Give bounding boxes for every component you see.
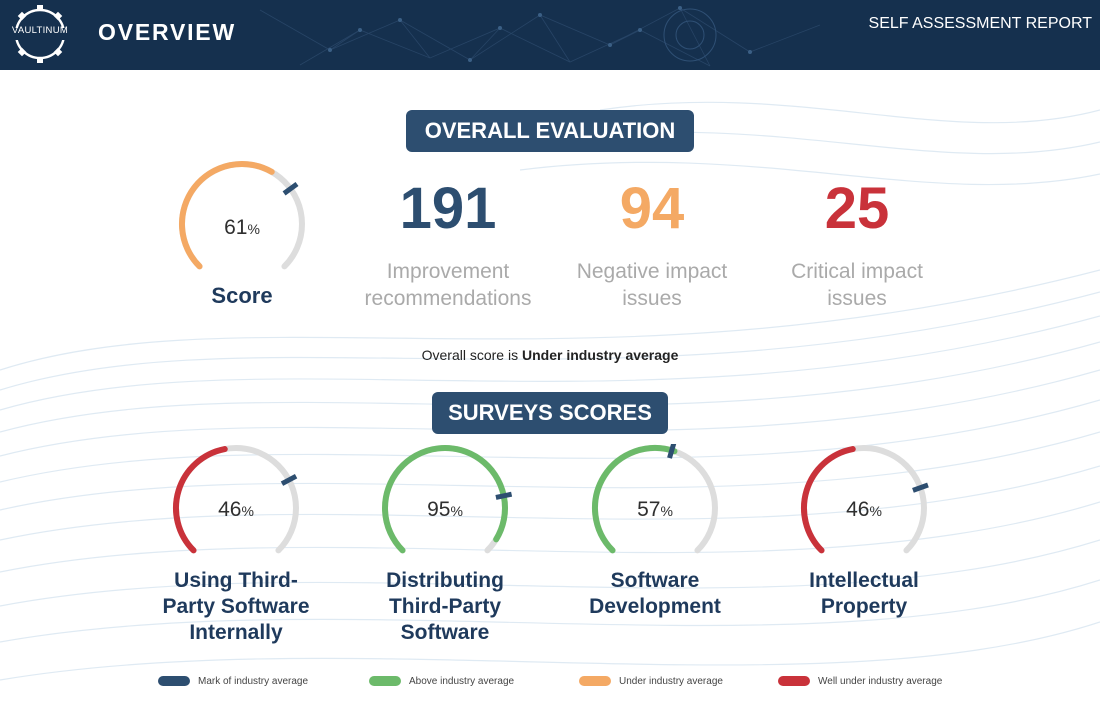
survey-title-line: Distributing	[386, 569, 504, 592]
legend-swatch	[369, 676, 401, 686]
stat-label: Negative impact issues	[547, 258, 757, 312]
score-value: 61%	[182, 216, 302, 240]
legend-swatch	[158, 676, 190, 686]
stat-label-line: Critical impact	[791, 260, 923, 283]
industry-average-marker	[912, 482, 929, 493]
gauge-fill	[173, 446, 228, 554]
industry-average-marker	[280, 473, 298, 486]
stat-improvement-recommendations: 191 Improvement recommendations	[343, 178, 553, 312]
score-gauge	[170, 160, 314, 276]
legend-item-above-average: Above industry average	[369, 674, 514, 688]
survey-title-line: Internally	[189, 621, 283, 644]
stat-label-line: Negative impact	[576, 260, 728, 283]
stat-label-line: issues	[827, 287, 887, 310]
survey-title-line: Software	[610, 569, 700, 592]
score-label: Score	[211, 283, 273, 308]
survey-unit: %	[450, 503, 463, 519]
legend-item-industry-average-mark: Mark of industry average	[158, 674, 308, 688]
survey-gauge-distributing-third-party	[373, 444, 517, 560]
overall-evaluation-heading: OVERALL EVALUATION	[406, 110, 694, 152]
gauge-fill	[179, 160, 275, 270]
survey-value: 57%	[595, 498, 715, 522]
survey-title-line: Third-Party	[388, 595, 501, 618]
industry-average-marker	[667, 442, 677, 459]
industry-average-marker	[282, 182, 299, 196]
summary-status: Under industry average	[521, 347, 679, 363]
stat-label: Critical impact issues	[752, 258, 962, 312]
stat-label: Improvement recommendations	[343, 258, 553, 312]
survey-number: 95	[427, 498, 451, 521]
survey-number: 46	[218, 498, 242, 521]
survey-number: 46	[846, 498, 870, 521]
survey-number: 57	[637, 498, 661, 521]
survey-title-intellectual-property: Intellectual Property	[764, 568, 964, 620]
survey-title-line: Intellectual	[809, 569, 919, 592]
gauge-fill	[801, 446, 856, 554]
survey-title-line: Development	[589, 595, 721, 618]
stat-number: 191	[399, 176, 497, 241]
stat-negative-impact-issues: 94 Negative impact issues	[547, 178, 757, 312]
survey-unit: %	[241, 503, 254, 519]
survey-title-line: Party Software	[162, 595, 310, 618]
vaultinum-logo-icon	[7, 5, 73, 63]
legend-swatch	[579, 676, 611, 686]
score-number: 61	[224, 216, 248, 239]
stat-critical-impact-issues: 25 Critical impact issues	[752, 178, 962, 312]
survey-unit: %	[869, 503, 882, 519]
surveys-scores-heading: SURVEYS SCORES	[432, 392, 668, 434]
survey-title-software-development: Software Development	[555, 568, 755, 620]
industry-average-marker	[495, 491, 513, 500]
report-label: SELF ASSESSMENT REPORT	[868, 15, 1092, 32]
survey-title-line: Software	[400, 621, 490, 644]
survey-title-line: Using Third-	[174, 569, 298, 592]
overall-summary: Overall score is Under industry average	[0, 347, 1100, 363]
survey-value: 46%	[804, 498, 924, 522]
survey-gauge-software-development	[583, 442, 727, 560]
survey-value: 46%	[176, 498, 296, 522]
legend-label: Above industry average	[409, 675, 515, 687]
stat-label-line: recommendations	[364, 287, 532, 310]
stat-label-line: issues	[622, 287, 682, 310]
score-unit: %	[247, 221, 260, 237]
survey-gauge-third-party-internal	[164, 444, 308, 560]
survey-gauge-intellectual-property	[792, 444, 936, 560]
stat-number: 25	[824, 176, 890, 241]
page-title: OVERVIEW	[98, 19, 236, 45]
gauge-fill	[592, 444, 678, 554]
legend-label: Mark of industry average	[198, 675, 309, 687]
survey-title-third-party-internal: Using Third- Party Software Internally	[136, 568, 336, 646]
stat-label-line: Improvement	[386, 260, 510, 283]
survey-title-line: Property	[820, 595, 908, 618]
legend-item-well-under-average: Well under industry average	[778, 674, 942, 688]
legend-label: Under industry average	[619, 675, 723, 687]
legend-item-under-average: Under industry average	[579, 674, 723, 688]
survey-value: 95%	[385, 498, 505, 522]
gauge-fill	[382, 445, 508, 554]
survey-title-distributing-third-party: Distributing Third-Party Software	[345, 568, 545, 646]
legend-label: Well under industry average	[818, 675, 943, 687]
header-network-pattern	[259, 6, 821, 67]
stat-number: 94	[619, 176, 685, 241]
legend-swatch	[778, 676, 810, 686]
logo-text: VAULTINUM	[11, 25, 69, 36]
header-bar: VAULTINUM OVERVIEW SELF ASSESSMENT REPOR…	[0, 0, 1100, 70]
summary-prefix: Overall score is	[421, 347, 522, 363]
survey-unit: %	[660, 503, 673, 519]
